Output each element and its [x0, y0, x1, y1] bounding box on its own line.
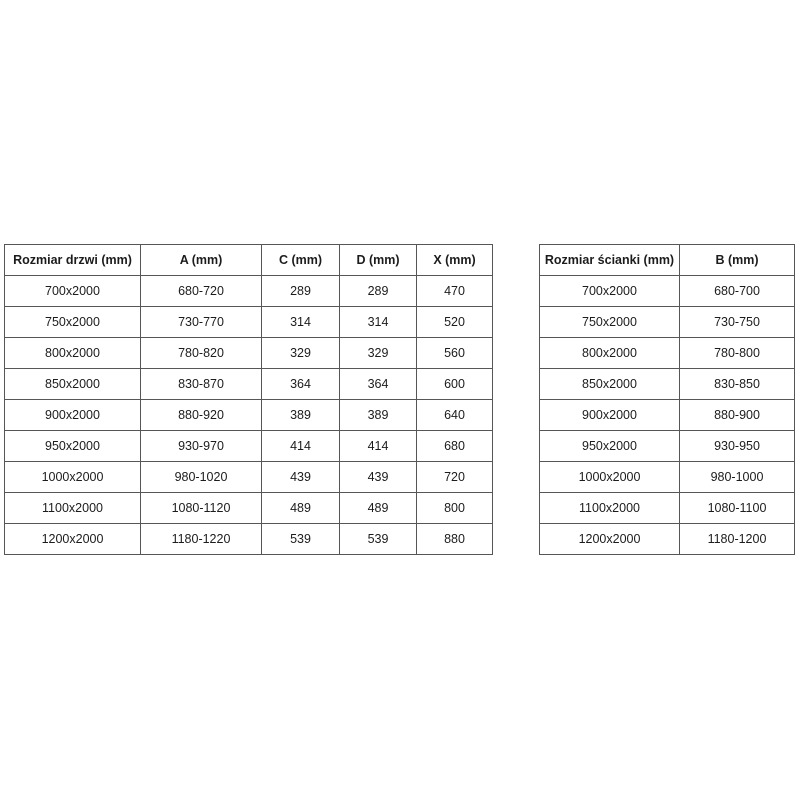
table-cell: 750x2000: [4, 306, 141, 338]
table-cell: 289: [339, 275, 417, 307]
table-row: 1100x2000 1080-1120 489 489 800: [4, 492, 493, 524]
table-cell: 539: [261, 523, 340, 555]
table-cell: 1180-1220: [140, 523, 262, 555]
table-cell: 800x2000: [539, 337, 680, 369]
table-cell: 720: [416, 461, 493, 493]
table-cell: 1100x2000: [4, 492, 141, 524]
table-cell: 780-820: [140, 337, 262, 369]
table-cell: 364: [261, 368, 340, 400]
table-row: 950x2000 930-950: [539, 430, 795, 462]
table-row: 1000x2000 980-1000: [539, 461, 795, 493]
table-cell: 800x2000: [4, 337, 141, 369]
table-row: 1000x2000 980-1020 439 439 720: [4, 461, 493, 493]
table-cell: 389: [339, 399, 417, 431]
table-cell: 680: [416, 430, 493, 462]
table-cell: 329: [339, 337, 417, 369]
table-row: 850x2000 830-850: [539, 368, 795, 400]
column-header: Rozmiar drzwi (mm): [4, 244, 141, 276]
table-cell: 489: [339, 492, 417, 524]
table-cell: 520: [416, 306, 493, 338]
table-cell: 314: [339, 306, 417, 338]
table-cell: 880-920: [140, 399, 262, 431]
table-cell: 414: [339, 430, 417, 462]
table-cell: 1080-1120: [140, 492, 262, 524]
table-cell: 329: [261, 337, 340, 369]
table-cell: 850x2000: [4, 368, 141, 400]
header-row: Rozmiar ścianki (mm) B (mm): [539, 244, 795, 276]
table-cell: 980-1000: [679, 461, 795, 493]
table-cell: 1180-1200: [679, 523, 795, 555]
table-row: 750x2000 730-770 314 314 520: [4, 306, 493, 338]
column-header: B (mm): [679, 244, 795, 276]
table-cell: 1200x2000: [539, 523, 680, 555]
table-row: 750x2000 730-750: [539, 306, 795, 338]
table-cell: 700x2000: [539, 275, 680, 307]
table-cell: 560: [416, 337, 493, 369]
table-cell: 439: [339, 461, 417, 493]
table-cell: 414: [261, 430, 340, 462]
table-row: 700x2000 680-720 289 289 470: [4, 275, 493, 307]
table-cell: 900x2000: [4, 399, 141, 431]
table-row: 1100x2000 1080-1100: [539, 492, 795, 524]
table-cell: 780-800: [679, 337, 795, 369]
table-cell: 539: [339, 523, 417, 555]
table-row: 700x2000 680-700: [539, 275, 795, 307]
table-cell: 830-850: [679, 368, 795, 400]
column-header: X (mm): [416, 244, 493, 276]
table-cell: 389: [261, 399, 340, 431]
table-cell: 289: [261, 275, 340, 307]
table-cell: 1200x2000: [4, 523, 141, 555]
table-row: 1200x2000 1180-1200: [539, 523, 795, 555]
table-cell: 680-720: [140, 275, 262, 307]
column-header: Rozmiar ścianki (mm): [539, 244, 680, 276]
table-row: 1200x2000 1180-1220 539 539 880: [4, 523, 493, 555]
table-row: 900x2000 880-920 389 389 640: [4, 399, 493, 431]
column-header: C (mm): [261, 244, 340, 276]
table-cell: 700x2000: [4, 275, 141, 307]
table-cell: 850x2000: [539, 368, 680, 400]
table-row: 800x2000 780-800: [539, 337, 795, 369]
table-cell: 680-700: [679, 275, 795, 307]
table-cell: 880: [416, 523, 493, 555]
table-cell: 439: [261, 461, 340, 493]
table-cell: 489: [261, 492, 340, 524]
table-cell: 470: [416, 275, 493, 307]
table-cell: 980-1020: [140, 461, 262, 493]
table-cell: 880-900: [679, 399, 795, 431]
column-header: A (mm): [140, 244, 262, 276]
table-cell: 800: [416, 492, 493, 524]
table-cell: 930-950: [679, 430, 795, 462]
table-row: 800x2000 780-820 329 329 560: [4, 337, 493, 369]
table-row: 950x2000 930-970 414 414 680: [4, 430, 493, 462]
table-cell: 950x2000: [539, 430, 680, 462]
table-cell: 930-970: [140, 430, 262, 462]
table-cell: 1080-1100: [679, 492, 795, 524]
table-cell: 750x2000: [539, 306, 680, 338]
table-cell: 950x2000: [4, 430, 141, 462]
table-cell: 600: [416, 368, 493, 400]
door-sizes-table: Rozmiar drzwi (mm) A (mm) C (mm) D (mm) X (m…: [4, 244, 493, 555]
wall-sizes-table: Rozmiar ścianki (mm) B (mm) 700x2000 680-70…: [539, 244, 795, 555]
header-row: Rozmiar drzwi (mm) A (mm) C (mm) D (mm) X (m…: [4, 244, 493, 276]
table-cell: 640: [416, 399, 493, 431]
table-row: 900x2000 880-900: [539, 399, 795, 431]
table-cell: 900x2000: [539, 399, 680, 431]
column-header: D (mm): [339, 244, 417, 276]
table-row: 850x2000 830-870 364 364 600: [4, 368, 493, 400]
table-cell: 830-870: [140, 368, 262, 400]
table-cell: 1000x2000: [4, 461, 141, 493]
table-cell: 1100x2000: [539, 492, 680, 524]
table-cell: 730-770: [140, 306, 262, 338]
table-cell: 730-750: [679, 306, 795, 338]
table-cell: 1000x2000: [539, 461, 680, 493]
table-cell: 364: [339, 368, 417, 400]
table-cell: 314: [261, 306, 340, 338]
